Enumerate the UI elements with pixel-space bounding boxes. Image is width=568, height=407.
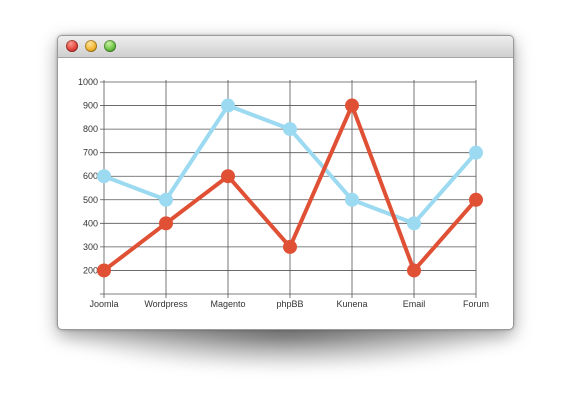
- series-2-point[interactable]: [407, 263, 421, 278]
- x-tick-label: Magento: [210, 299, 245, 309]
- close-window-button[interactable]: [66, 40, 78, 52]
- x-tick-label: phpBB: [276, 299, 303, 309]
- zoom-window-button[interactable]: [104, 40, 116, 52]
- line-chart: 200 300 400 500 600 700 800 900 1000 Joomla Wordp…: [78, 77, 489, 309]
- series-1-point[interactable]: [97, 169, 111, 184]
- series-2-point[interactable]: [221, 169, 235, 184]
- series-1-point[interactable]: [407, 216, 421, 231]
- y-tick-label: 900: [83, 101, 98, 111]
- y-tick-label: 200: [83, 265, 98, 275]
- series-2-point[interactable]: [469, 192, 483, 207]
- chart-grid: [100, 80, 477, 298]
- x-tick-label: Email: [403, 299, 426, 309]
- x-tick-label: Kunena: [336, 299, 367, 309]
- series-1-point[interactable]: [283, 122, 297, 137]
- y-tick-label: 1000: [78, 77, 98, 87]
- series-1-point[interactable]: [159, 192, 173, 207]
- minimize-window-button[interactable]: [85, 40, 97, 52]
- title-bar[interactable]: [58, 36, 513, 58]
- series-1-point[interactable]: [221, 98, 235, 113]
- x-tick-label: Joomla: [89, 299, 118, 309]
- series-1-point[interactable]: [345, 192, 359, 207]
- y-tick-label: 600: [83, 171, 98, 181]
- y-tick-label: 700: [83, 148, 98, 158]
- y-tick-label: 800: [83, 124, 98, 134]
- x-tick-label: Forum: [463, 299, 489, 309]
- series-2-point[interactable]: [159, 216, 173, 231]
- y-tick-label: 500: [83, 195, 98, 205]
- y-tick-label: 400: [83, 218, 98, 228]
- x-tick-label: Wordpress: [144, 299, 188, 309]
- series-2-point[interactable]: [97, 263, 111, 278]
- series-2-point[interactable]: [283, 239, 297, 254]
- series-1-point[interactable]: [469, 145, 483, 160]
- app-window: 200 300 400 500 600 700 800 900 1000 Joomla Wordp…: [57, 35, 514, 330]
- y-tick-label: 300: [83, 242, 98, 252]
- series-2-point[interactable]: [345, 98, 359, 113]
- x-axis-ticks: Joomla Wordpress Magento phpBB Kunena Email Fo…: [89, 299, 489, 309]
- series-points: [97, 98, 483, 278]
- y-axis-ticks: 200 300 400 500 600 700 800 900 1000: [78, 77, 98, 275]
